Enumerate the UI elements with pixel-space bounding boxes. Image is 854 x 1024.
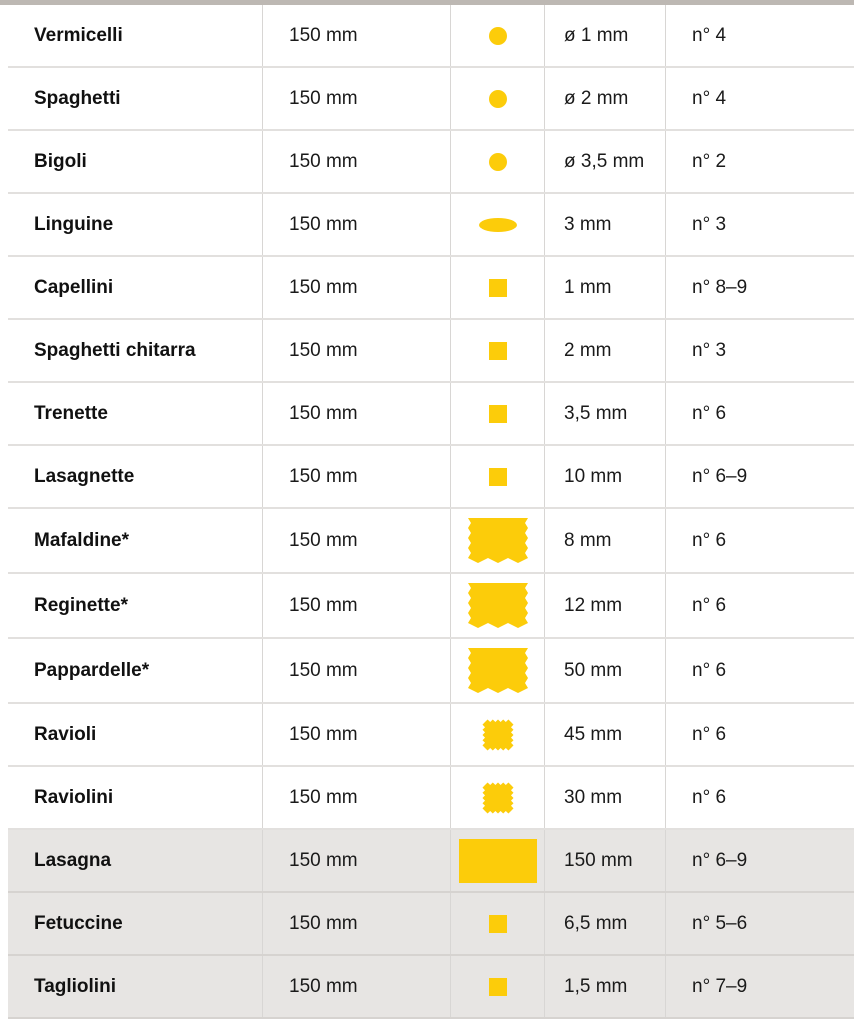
- table-row: Mafaldine* 150 mm 8 mm n° 6: [8, 509, 854, 574]
- table-row: Pappardelle* 150 mm 50 mm n° 6: [8, 639, 854, 704]
- square-shape-icon: [451, 383, 545, 444]
- table-row: Bigoli 150 mm ø 3,5 mm n° 2: [8, 131, 854, 194]
- table-row: Tagliolini 150 mm 1,5 mm n° 7–9: [8, 956, 854, 1019]
- pasta-width: 8 mm: [545, 509, 666, 572]
- pasta-name: Vermicelli: [8, 5, 263, 66]
- pasta-width: 3,5 mm: [545, 383, 666, 444]
- thickness-setting: n° 6: [692, 786, 727, 808]
- pasta-length: 150 mm: [263, 767, 451, 828]
- table-row: Capellini 150 mm 1 mm n° 8–9: [8, 257, 854, 320]
- pasta-name: Lasagnette: [8, 446, 263, 507]
- pasta-width: 10 mm: [545, 446, 666, 507]
- pasta-length: 150 mm: [263, 574, 451, 637]
- table-row: Spaghetti chitarra 150 mm 2 mm n° 3: [8, 320, 854, 383]
- pasta-name: Fetuccine: [8, 893, 263, 954]
- pasta-name: Linguine: [8, 194, 263, 255]
- pasta-width: 45 mm: [545, 704, 666, 765]
- thickness-setting: n° 3: [692, 339, 727, 361]
- square-shape-icon: [451, 446, 545, 507]
- table-row: Lasagna 150 mm 150 mm n° 6–9: [8, 830, 854, 893]
- pasta-width: 3 mm: [545, 194, 666, 255]
- pasta-width: 1,5 mm: [545, 956, 666, 1017]
- pasta-width: 6,5 mm: [545, 893, 666, 954]
- table-row: Raviolini 150 mm 30 mm n° 6: [8, 767, 854, 830]
- table-row: Ravioli 150 mm 45 mm n° 6: [8, 704, 854, 767]
- square-shape-icon: [451, 320, 545, 381]
- thickness-setting: n° 2: [692, 150, 727, 172]
- pasta-length: 150 mm: [263, 956, 451, 1017]
- wavy-square-shape-icon: [451, 767, 545, 828]
- pasta-length: 150 mm: [263, 509, 451, 572]
- pasta-width: 2 mm: [545, 320, 666, 381]
- table-row: Reginette* 150 mm 12 mm n° 6: [8, 574, 854, 639]
- thickness-setting: n° 8–9: [692, 276, 748, 298]
- thickness-setting: n° 6: [692, 723, 727, 745]
- pasta-length: 150 mm: [263, 446, 451, 507]
- square-shape-icon: [451, 956, 545, 1017]
- circle-shape-icon: [451, 68, 545, 129]
- thickness-setting: n° 6: [692, 529, 727, 551]
- pasta-width: 30 mm: [545, 767, 666, 828]
- thickness-setting: n° 6: [692, 402, 727, 424]
- thickness-setting: n° 4: [692, 24, 727, 46]
- pasta-name: Bigoli: [8, 131, 263, 192]
- table-header-bar: [0, 0, 854, 5]
- pasta-width: 12 mm: [545, 574, 666, 637]
- pasta-length: 150 mm: [263, 131, 451, 192]
- table-row: Spaghetti 150 mm ø 2 mm n° 4: [8, 68, 854, 131]
- table-row: Fetuccine 150 mm 6,5 mm n° 5–6: [8, 893, 854, 956]
- pasta-name: Tagliolini: [8, 956, 263, 1017]
- pasta-length: 150 mm: [263, 68, 451, 129]
- circle-shape-icon: [451, 131, 545, 192]
- table-row: Lasagnette 150 mm 10 mm n° 6–9: [8, 446, 854, 509]
- wavy-rect-shape-icon: [451, 639, 545, 702]
- thickness-setting: n° 7–9: [692, 975, 748, 997]
- pasta-width: 150 mm: [545, 830, 666, 891]
- pasta-name: Reginette*: [8, 574, 263, 637]
- pasta-length: 150 mm: [263, 5, 451, 66]
- pasta-name: Mafaldine*: [8, 509, 263, 572]
- pasta-length: 150 mm: [263, 194, 451, 255]
- circle-shape-icon: [451, 5, 545, 66]
- pasta-name: Spaghetti: [8, 68, 263, 129]
- pasta-length: 150 mm: [263, 257, 451, 318]
- pasta-name: Lasagna: [8, 830, 263, 891]
- pasta-name: Pappardelle*: [8, 639, 263, 702]
- wavy-square-shape-icon: [451, 704, 545, 765]
- thickness-setting: n° 6–9: [692, 849, 748, 871]
- pasta-width: 50 mm: [545, 639, 666, 702]
- pasta-name: Raviolini: [8, 767, 263, 828]
- pasta-name: Capellini: [8, 257, 263, 318]
- pasta-length: 150 mm: [263, 320, 451, 381]
- pasta-name: Spaghetti chitarra: [8, 320, 263, 381]
- pasta-width: ø 3,5 mm: [545, 131, 666, 192]
- thickness-setting: n° 4: [692, 87, 727, 109]
- table-row: Linguine 150 mm 3 mm n° 3: [8, 194, 854, 257]
- ellipse-shape-icon: [451, 194, 545, 255]
- pasta-length: 150 mm: [263, 383, 451, 444]
- table-row: Trenette 150 mm 3,5 mm n° 6: [8, 383, 854, 446]
- pasta-length: 150 mm: [263, 704, 451, 765]
- square-shape-icon: [451, 893, 545, 954]
- pasta-width: ø 1 mm: [545, 5, 666, 66]
- wavy-rect-shape-icon: [451, 509, 545, 572]
- thickness-setting: n° 6: [692, 594, 727, 616]
- pasta-length: 150 mm: [263, 893, 451, 954]
- thickness-setting: n° 6–9: [692, 465, 748, 487]
- thickness-setting: n° 6: [692, 659, 727, 681]
- thickness-setting: n° 3: [692, 213, 727, 235]
- wavy-rect-shape-icon: [451, 574, 545, 637]
- pasta-name: Ravioli: [8, 704, 263, 765]
- pasta-width: ø 2 mm: [545, 68, 666, 129]
- pasta-width: 1 mm: [545, 257, 666, 318]
- pasta-name: Trenette: [8, 383, 263, 444]
- large-rect-shape-icon: [451, 830, 545, 891]
- square-shape-icon: [451, 257, 545, 318]
- pasta-length: 150 mm: [263, 830, 451, 891]
- table-row: Vermicelli 150 mm ø 1 mm n° 4: [8, 5, 854, 68]
- pasta-table: Vermicelli 150 mm ø 1 mm n° 4 Spaghetti …: [8, 5, 854, 1019]
- pasta-length: 150 mm: [263, 639, 451, 702]
- thickness-setting: n° 5–6: [692, 912, 748, 934]
